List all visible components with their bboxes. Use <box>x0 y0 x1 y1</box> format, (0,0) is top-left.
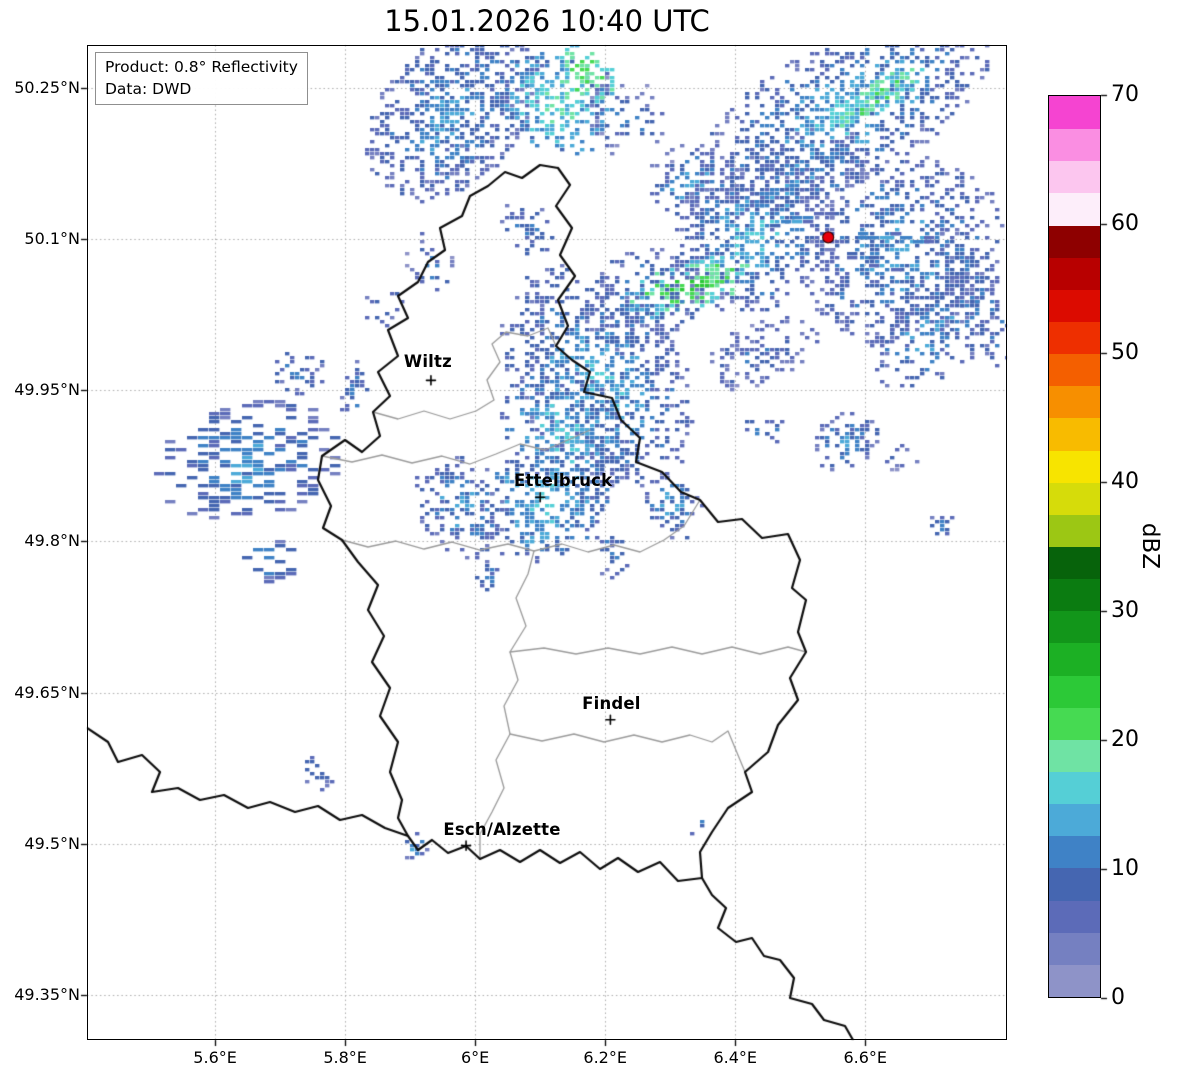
colorbar-segment <box>1049 96 1100 130</box>
colorbar-unit-label: dBZ <box>1137 522 1163 570</box>
colorbar-segment <box>1049 932 1100 965</box>
colorbar-tick-label: 30 <box>1111 598 1139 623</box>
lon-tick-label: 6.4°E <box>713 1048 757 1067</box>
colorbar-tick-label: 60 <box>1111 211 1139 236</box>
colorbar-segment <box>1049 385 1100 419</box>
colorbar-segment <box>1049 546 1100 580</box>
colorbar-tick-label: 10 <box>1111 856 1139 881</box>
data-source-line: Data: DWD <box>105 79 192 98</box>
lat-tick-label: 49.8°N <box>24 531 80 551</box>
city-label: Wiltz <box>403 352 452 372</box>
colorbar-segment <box>1049 835 1100 869</box>
colorbar-segment <box>1049 899 1100 933</box>
city-label: Ettelbruck <box>514 471 613 491</box>
colorbar-tick-label: 20 <box>1111 727 1139 752</box>
lat-tick-label: 49.5°N <box>24 833 80 853</box>
product-info-box: Product: 0.8° Reflectivity Data: DWD <box>95 52 308 106</box>
colorbar-tick-label: 40 <box>1111 469 1139 494</box>
colorbar-segment <box>1049 739 1100 772</box>
colorbar-segment <box>1049 482 1100 515</box>
lat-tick-label: 50.1°N <box>24 229 80 249</box>
colorbar-segment <box>1049 353 1100 387</box>
city-label: Esch/Alzette <box>443 819 561 839</box>
lon-tick-label: 6.2°E <box>583 1048 627 1067</box>
colorbar-segment <box>1049 128 1100 162</box>
product-line: Product: 0.8° Reflectivity <box>105 58 298 76</box>
colorbar-segment <box>1049 578 1100 612</box>
lon-tick-label: 5.6°E <box>193 1048 237 1067</box>
colorbar <box>1048 95 1101 998</box>
city-label: Findel <box>582 693 641 713</box>
colorbar-segment <box>1049 257 1100 290</box>
lat-tick-label: 49.35°N <box>14 984 80 1004</box>
colorbar-tick-label: 70 <box>1111 82 1139 107</box>
figure-title: 15.01.2026 10:40 UTC <box>384 4 710 38</box>
colorbar-segment <box>1049 289 1100 322</box>
colorbar-segment <box>1049 964 1100 997</box>
colorbar-tick-label: 0 <box>1111 985 1125 1010</box>
colorbar-segment <box>1049 192 1100 226</box>
colorbar-segment <box>1049 160 1100 194</box>
colorbar-segment <box>1049 321 1100 355</box>
colorbar-segment <box>1049 642 1100 676</box>
colorbar-segment <box>1049 674 1100 708</box>
lon-tick-label: 6.6°E <box>843 1048 888 1067</box>
colorbar-segment <box>1049 771 1100 805</box>
colorbar-tick-label: 50 <box>1111 340 1139 365</box>
lon-tick-label: 6°E <box>460 1048 490 1067</box>
colorbar-segment <box>1049 707 1100 740</box>
colorbar-segment <box>1049 514 1100 547</box>
lon-tick-label: 5.8°E <box>323 1048 367 1067</box>
lat-tick-label: 49.95°N <box>14 380 80 400</box>
lat-tick-label: 49.65°N <box>14 682 80 702</box>
colorbar-segment <box>1049 610 1100 644</box>
lat-tick-label: 50.25°N <box>14 78 80 98</box>
colorbar-segment <box>1049 224 1100 258</box>
colorbar-segment <box>1049 449 1100 483</box>
colorbar-segment <box>1049 417 1100 451</box>
colorbar-segment <box>1049 803 1100 837</box>
colorbar-segment <box>1049 867 1100 901</box>
